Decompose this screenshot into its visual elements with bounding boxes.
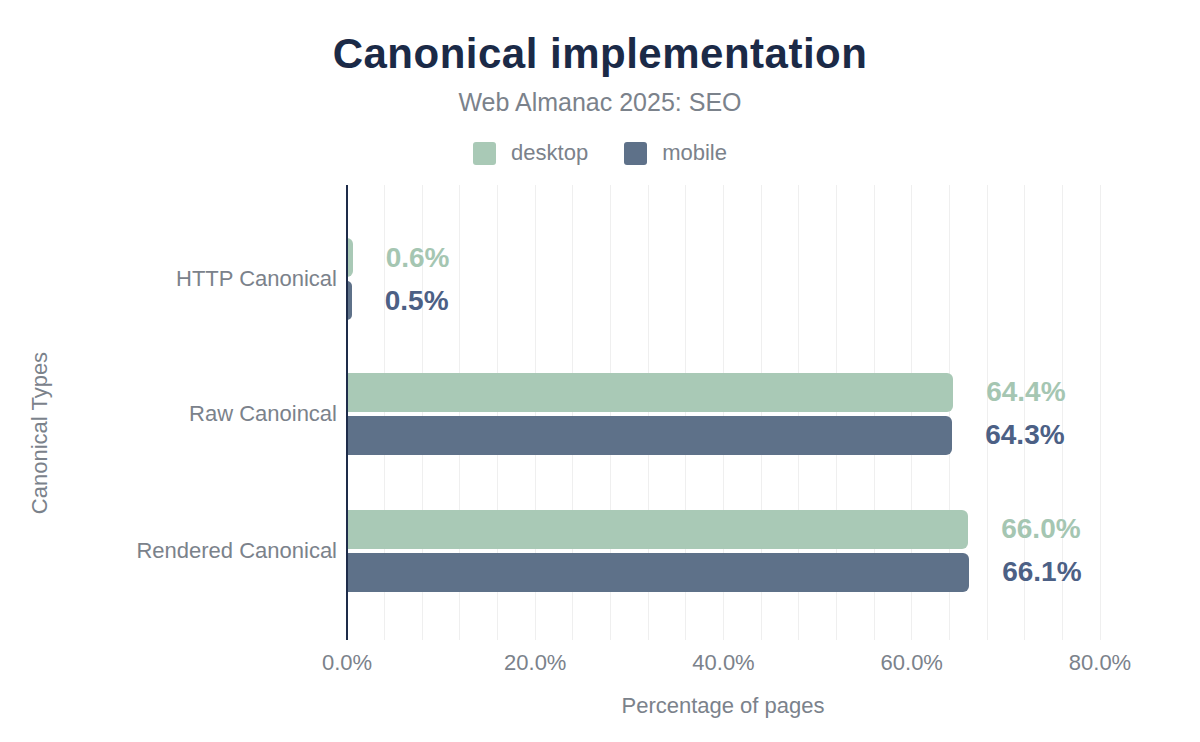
- bar-mobile-raw-canoincal[interactable]: [347, 416, 952, 455]
- bar-desktop-raw-canoincal[interactable]: [347, 373, 953, 412]
- legend-swatch-mobile: [624, 142, 647, 165]
- bar-mobile-rendered-canonical[interactable]: [347, 553, 969, 592]
- category-label-http-canonical: HTTP Canonical: [7, 266, 337, 292]
- x-tick-label-0: 0.0%: [322, 650, 372, 676]
- category-label-rendered-canonical: Rendered Canonical: [7, 538, 337, 564]
- gridline: [1100, 185, 1101, 640]
- chart-subtitle: Web Almanac 2025: SEO: [0, 88, 1200, 117]
- chart-title: Canonical implementation: [0, 30, 1200, 78]
- y-axis-line: [346, 185, 348, 640]
- x-tick-label-60: 60.0%: [881, 650, 943, 676]
- x-tick-label-80: 80.0%: [1069, 650, 1131, 676]
- value-label-desktop-rendered-canonical: 66.0%: [1001, 513, 1080, 545]
- x-tick-label-40: 40.0%: [692, 650, 754, 676]
- value-label-mobile-raw-canoincal: 64.3%: [985, 419, 1064, 451]
- chart-card: Canonical implementation Web Almanac 202…: [0, 0, 1200, 742]
- legend-label-mobile: mobile: [662, 140, 727, 166]
- legend-item-mobile: mobile: [624, 140, 727, 166]
- legend: desktop mobile: [0, 140, 1200, 166]
- value-label-desktop-http-canonical: 0.6%: [386, 242, 450, 274]
- category-label-raw-canoincal: Raw Canoincal: [7, 401, 337, 427]
- x-axis-title: Percentage of pages: [621, 693, 824, 719]
- value-label-mobile-rendered-canonical: 66.1%: [1002, 556, 1081, 588]
- value-label-desktop-raw-canoincal: 64.4%: [986, 376, 1065, 408]
- bar-desktop-rendered-canonical[interactable]: [347, 510, 968, 549]
- value-label-mobile-http-canonical: 0.5%: [385, 285, 449, 317]
- plot-area: 0.6% 0.5% 64.4% 64.3% 66.0% 66.1%: [347, 185, 1100, 640]
- legend-item-desktop: desktop: [473, 140, 588, 166]
- y-axis-title: Canonical Types: [27, 352, 53, 514]
- legend-label-desktop: desktop: [511, 140, 588, 166]
- gridline: [987, 185, 988, 640]
- x-tick-label-20: 20.0%: [504, 650, 566, 676]
- legend-swatch-desktop: [473, 142, 496, 165]
